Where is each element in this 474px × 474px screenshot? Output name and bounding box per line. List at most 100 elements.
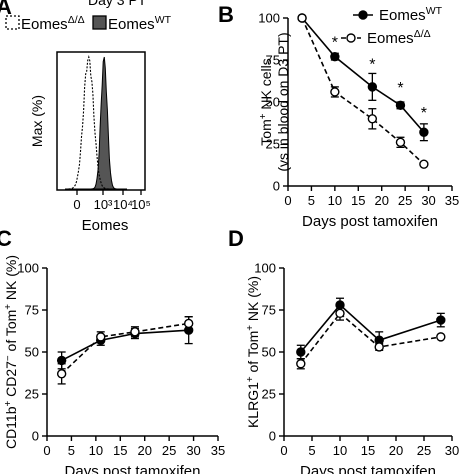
y-tick-label: 50 <box>266 95 280 110</box>
text-run: Eomes <box>108 16 155 33</box>
panel-b: B 0 25 50 75 100 0 5 10 15 20 25 30 35 Days post tamox… <box>218 2 459 230</box>
superscript: − <box>3 355 14 361</box>
text-run: of Tom <box>3 310 19 356</box>
y-tick-label: 0 <box>32 429 39 444</box>
series-line <box>300 312 441 365</box>
text-run: Eomes <box>379 7 426 24</box>
significance-star: * <box>332 35 338 52</box>
x-tick-label: 35 <box>445 193 459 208</box>
y-tick-label: 75 <box>262 303 276 318</box>
text-run: of Tom <box>245 331 261 377</box>
data-point <box>436 332 446 342</box>
y-tick-label: 0 <box>269 429 276 444</box>
y-axis-label: CD11b+ CD27− of Tom+ NK (%) <box>3 255 20 449</box>
x-tick-label: 20 <box>137 443 151 458</box>
text-run: Eomes <box>21 16 68 33</box>
panel-letter: B <box>218 2 234 27</box>
data-point <box>367 82 378 92</box>
data-point <box>367 114 378 124</box>
x-tick-label: 10 <box>89 443 103 458</box>
superscript: + <box>3 304 14 310</box>
superscript: + <box>245 325 256 331</box>
x-tick-label: 30 <box>421 193 435 208</box>
x-tick-label: 10 <box>333 443 347 458</box>
series-line <box>61 322 189 375</box>
legend-label-wt: EomesWT <box>108 14 172 33</box>
data-point <box>296 359 306 369</box>
y-axis-label: Tom+ NK cells <box>258 58 275 145</box>
data-point <box>436 315 446 325</box>
y-tick-label: 50 <box>262 345 276 360</box>
data-point <box>96 332 106 342</box>
x-tick-label: 10⁴ <box>113 197 133 212</box>
significance-star: * <box>397 80 403 97</box>
x-tick-label: 0 <box>73 197 80 212</box>
series-line <box>61 329 189 362</box>
text-run: NK (%) <box>245 276 261 325</box>
plot-frame <box>56 51 146 191</box>
y-tick-label: 0 <box>273 179 280 194</box>
panel-c: C 0 25 50 75 100 0 5 10 15 20 25 30 35 Days post tamox… <box>0 226 225 474</box>
y-tick-label: 25 <box>266 137 280 152</box>
x-axis-label: Eomes <box>82 217 129 234</box>
text-run: NK cells <box>258 58 274 113</box>
data-point <box>183 318 194 329</box>
data-point <box>395 137 406 148</box>
series-eomes-ko <box>296 305 446 370</box>
x-axis-label: Days post tamoxifen <box>65 463 201 474</box>
x-tick-label: 5 <box>308 443 315 458</box>
histogram-eomes-ko <box>65 54 127 190</box>
x-axis-label: Days post tamoxifen <box>300 463 436 474</box>
x-tick-label: 0 <box>280 443 287 458</box>
panel-letter: C <box>0 226 12 251</box>
x-tick-label: 30 <box>186 443 200 458</box>
x-tick-label: 25 <box>162 443 176 458</box>
legend-swatch-ko <box>5 15 20 30</box>
legend-marker-ko <box>346 33 356 43</box>
panel-letter: A <box>0 0 12 19</box>
x-axis-label: Days post tamoxifen <box>302 213 438 230</box>
y-tick-label: 75 <box>25 303 39 318</box>
histogram-eomes-wt <box>65 56 127 190</box>
superscript: Δ/Δ <box>68 14 85 26</box>
legend-label-ko: EomesΔ/Δ <box>367 28 431 47</box>
y-axis-label: Max (%) <box>29 95 45 147</box>
x-tick-label: 15 <box>351 193 365 208</box>
data-point <box>419 159 429 169</box>
legend-swatch-wt <box>92 15 107 30</box>
y-tick-label: 100 <box>258 11 280 26</box>
panel-header: Day 3 PT <box>88 0 147 8</box>
x-tick-label: 20 <box>374 193 388 208</box>
text-run: Tom <box>258 119 274 145</box>
text-run: KLRG1 <box>245 382 261 428</box>
series-eomes-wt <box>56 316 194 370</box>
legend-label-ko: EomesΔ/Δ <box>21 14 85 33</box>
x-tick-label: 5 <box>68 443 75 458</box>
y-axis-label: (vs in blood on D3 PT) <box>275 32 291 171</box>
legend: EomesΔ/Δ EomesWT <box>5 14 172 33</box>
panel-letter: D <box>228 226 244 251</box>
x-tick-label: 25 <box>398 193 412 208</box>
legend-marker-wt <box>358 10 368 20</box>
text-run: CD27 <box>3 361 19 401</box>
superscript: + <box>258 113 269 119</box>
superscript: Δ/Δ <box>414 28 431 40</box>
data-point <box>335 308 345 319</box>
text-run: Eomes <box>367 30 414 47</box>
legend-label-wt: EomesWT <box>379 5 443 24</box>
text-run: (vs in blood on D3 PT) <box>275 32 291 171</box>
data-point <box>296 347 306 357</box>
series-eomes-ko <box>56 316 194 385</box>
x-tick-label: 0 <box>43 443 50 458</box>
data-point <box>395 100 406 111</box>
data-point <box>419 127 429 137</box>
y-tick-label: 25 <box>262 387 276 402</box>
y-tick-label: 100 <box>254 261 276 276</box>
data-point <box>330 51 340 62</box>
y-tick-label: 50 <box>25 345 39 360</box>
data-point <box>330 87 340 97</box>
data-point <box>56 369 67 379</box>
